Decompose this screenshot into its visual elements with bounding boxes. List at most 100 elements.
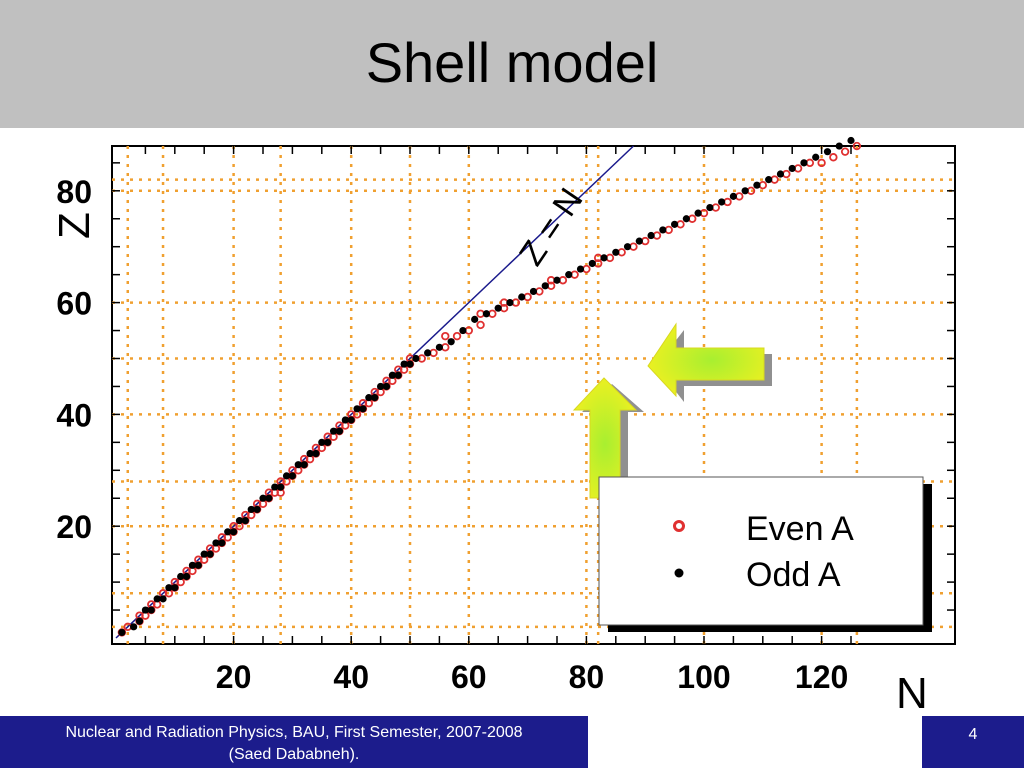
x-tick-label: 100 (677, 659, 730, 695)
odd-a-point (271, 483, 279, 491)
y-tick-label: 20 (56, 509, 92, 545)
odd-a-point (259, 494, 267, 502)
odd-a-point (147, 606, 155, 614)
odd-a-point (135, 617, 144, 625)
odd-a-point (459, 326, 467, 335)
odd-a-point (277, 483, 285, 491)
odd-a-point (506, 299, 514, 307)
odd-a-point (541, 282, 549, 290)
odd-a-point (406, 360, 414, 368)
odd-a-point (130, 623, 138, 631)
odd-a-point (447, 338, 455, 346)
odd-a-point (218, 539, 226, 547)
odd-a-point (694, 209, 702, 217)
arrow-left-icon (647, 322, 772, 402)
x-tick-label: 60 (451, 659, 487, 695)
even-a-point (476, 320, 485, 330)
odd-a-point (729, 192, 738, 200)
odd-a-point (588, 259, 596, 268)
odd-a-point (312, 449, 320, 458)
odd-a-point (159, 595, 167, 603)
even-a-point (829, 153, 838, 162)
odd-a-point (400, 360, 408, 368)
odd-a-point (318, 438, 326, 446)
odd-a-point (347, 416, 355, 424)
y-tick-label: 80 (56, 174, 92, 210)
odd-a-point (382, 382, 391, 391)
odd-a-point (206, 550, 214, 558)
odd-a-point (371, 394, 379, 402)
odd-a-point (682, 215, 690, 223)
axis-minor-ticks (112, 146, 955, 644)
odd-a-point (576, 265, 585, 273)
odd-a-point (300, 461, 308, 469)
odd-a-point (671, 220, 679, 228)
slide-footer: Nuclear and Radiation Physics, BAU, Firs… (0, 716, 588, 768)
odd-a-point (288, 472, 296, 480)
odd-a-point (424, 349, 432, 357)
legend: Even A Odd A (598, 476, 932, 632)
legend-odd-marker (674, 568, 684, 578)
odd-a-point (153, 595, 161, 603)
odd-a-point (365, 394, 373, 402)
odd-a-point (188, 561, 197, 569)
odd-a-point (394, 371, 402, 379)
odd-a-point (706, 203, 714, 212)
y-tick-label: 40 (56, 397, 92, 433)
page-number: 4 (968, 726, 978, 743)
odd-a-point (788, 164, 796, 173)
odd-a-point (212, 539, 220, 547)
odd-a-point (388, 371, 396, 379)
odd-a-point (847, 136, 855, 145)
odd-a-point (141, 606, 149, 614)
odd-a-point (753, 181, 761, 189)
odd-a-point (741, 187, 749, 195)
odd-a-point (800, 159, 808, 167)
even-a-point (452, 331, 462, 341)
odd-a-point (518, 293, 526, 301)
odd-a-point (823, 148, 832, 156)
odd-a-point (435, 343, 443, 351)
legend-even-marker (673, 520, 685, 532)
odd-a-point (230, 528, 238, 536)
x-axis-label: N (896, 669, 928, 716)
odd-a-point (765, 176, 773, 184)
odd-a-point (529, 287, 538, 296)
x-tick-label: 40 (333, 659, 369, 695)
footer-text-line2: (Saed Dababneh). (228, 746, 360, 763)
page-number-box: 4 (922, 716, 1024, 768)
nuclide-points (117, 136, 862, 637)
slide-title-bar: Shell model (0, 0, 1024, 128)
odd-a-point (253, 505, 261, 514)
odd-a-point (177, 572, 185, 581)
odd-a-point (835, 142, 843, 150)
odd-a-point (412, 354, 420, 363)
y-axis-label: Z (50, 212, 99, 239)
odd-a-point (812, 153, 820, 161)
odd-a-point (635, 237, 643, 245)
odd-a-point (612, 248, 620, 256)
legend-odd-label: Odd A (746, 556, 841, 594)
odd-a-point (553, 276, 561, 284)
odd-a-point (329, 427, 338, 435)
odd-a-point (241, 517, 249, 525)
odd-a-point (224, 528, 232, 536)
x-tick-labels: 20 40 60 80 100 120 (216, 659, 848, 695)
odd-a-point (182, 572, 191, 581)
y-tick-label: 60 (56, 286, 92, 322)
odd-a-point (659, 226, 667, 234)
even-a-point (441, 331, 450, 341)
odd-a-point (235, 517, 244, 525)
odd-a-point (341, 416, 349, 424)
odd-a-point (335, 427, 344, 435)
odd-a-point (353, 405, 361, 413)
odd-a-point (247, 505, 255, 514)
odd-a-point (494, 304, 502, 312)
slide-title: Shell model (365, 31, 659, 94)
odd-a-point (623, 243, 632, 251)
odd-a-point (118, 628, 126, 637)
odd-a-point (377, 382, 385, 391)
odd-a-point (294, 461, 302, 469)
footer-text-line1: Nuclear and Radiation Physics, BAU, Firs… (65, 724, 523, 741)
odd-a-point (600, 254, 608, 262)
